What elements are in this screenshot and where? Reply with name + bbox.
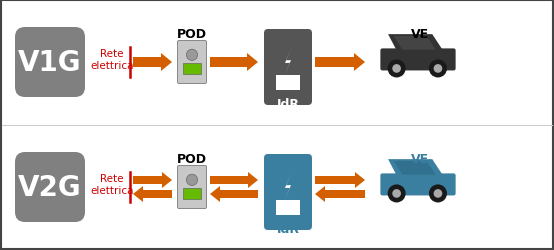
FancyBboxPatch shape [264, 154, 312, 230]
Text: VE: VE [411, 28, 429, 41]
FancyBboxPatch shape [177, 166, 207, 209]
Text: Rete
elettrica: Rete elettrica [90, 174, 134, 195]
Circle shape [429, 185, 447, 203]
Circle shape [186, 50, 198, 61]
Text: V1G: V1G [18, 49, 82, 77]
Circle shape [429, 60, 447, 78]
FancyBboxPatch shape [177, 41, 207, 84]
FancyBboxPatch shape [183, 188, 201, 199]
Polygon shape [388, 160, 443, 176]
Text: Rete
elettrica: Rete elettrica [90, 49, 134, 70]
Polygon shape [133, 54, 172, 72]
Polygon shape [133, 172, 172, 188]
FancyBboxPatch shape [381, 174, 455, 196]
FancyBboxPatch shape [276, 200, 300, 215]
Polygon shape [284, 48, 292, 77]
Circle shape [186, 174, 198, 186]
Polygon shape [382, 176, 397, 194]
Text: V2G: V2G [18, 173, 82, 201]
Polygon shape [315, 186, 365, 202]
FancyBboxPatch shape [15, 152, 85, 222]
Circle shape [388, 185, 406, 203]
Polygon shape [315, 172, 365, 188]
Circle shape [392, 65, 401, 74]
Text: IdR: IdR [276, 98, 300, 111]
Polygon shape [210, 172, 258, 188]
Circle shape [392, 189, 401, 198]
Circle shape [434, 189, 442, 198]
FancyBboxPatch shape [183, 64, 201, 75]
Polygon shape [315, 54, 365, 72]
Polygon shape [133, 186, 172, 202]
FancyBboxPatch shape [15, 28, 85, 98]
Circle shape [434, 65, 442, 74]
FancyBboxPatch shape [381, 49, 455, 71]
Polygon shape [394, 161, 436, 175]
Polygon shape [284, 172, 292, 202]
Polygon shape [382, 51, 397, 69]
FancyBboxPatch shape [276, 76, 300, 91]
Text: POD: POD [177, 153, 207, 166]
Circle shape [388, 60, 406, 78]
Text: IdR: IdR [276, 222, 300, 235]
Polygon shape [439, 176, 454, 194]
Text: POD: POD [177, 28, 207, 41]
FancyBboxPatch shape [264, 30, 312, 106]
Polygon shape [388, 35, 443, 51]
Polygon shape [394, 37, 436, 51]
Polygon shape [439, 51, 454, 69]
Polygon shape [210, 186, 258, 202]
Polygon shape [210, 54, 258, 72]
Text: VE: VE [411, 153, 429, 166]
